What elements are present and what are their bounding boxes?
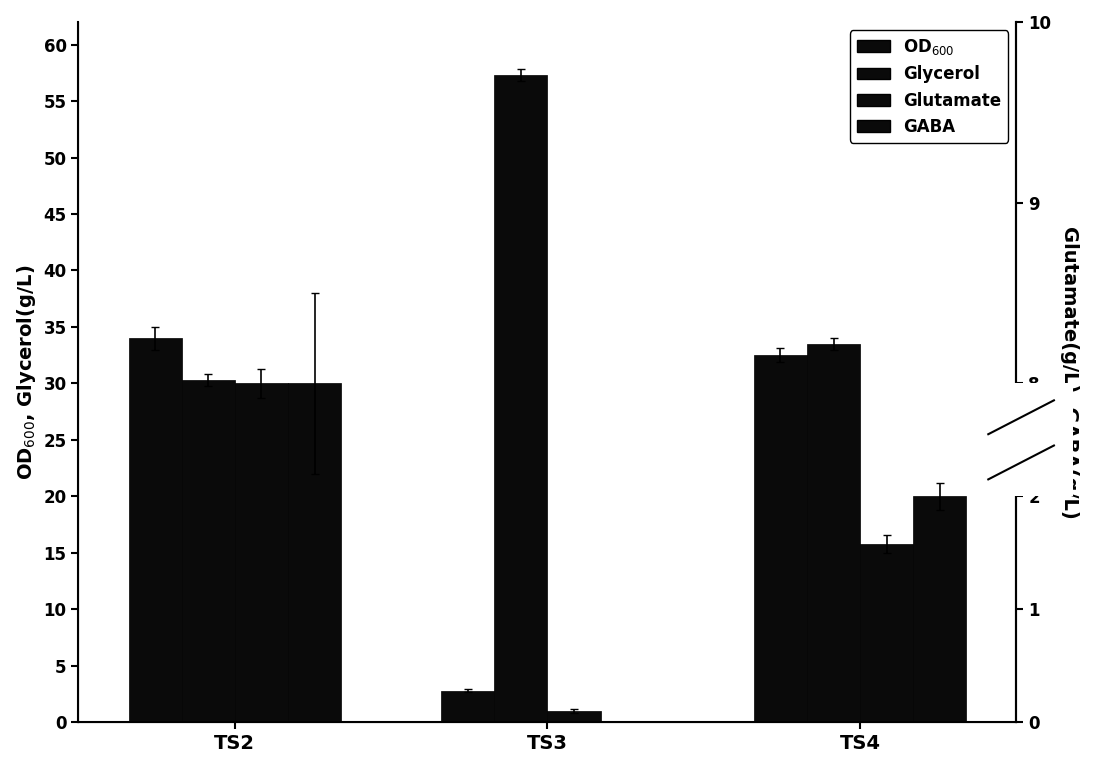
- Bar: [913, 496, 966, 722]
- Bar: [807, 344, 860, 722]
- Bar: [860, 544, 913, 722]
- Bar: [235, 383, 288, 722]
- Bar: [494, 75, 547, 722]
- Legend: OD$_{600}$, Glycerol, Glutamate, GABA: OD$_{600}$, Glycerol, Glutamate, GABA: [850, 30, 1008, 143]
- Bar: [988, 383, 1073, 496]
- Y-axis label: OD$_{600}$, Glycerol(g/L): OD$_{600}$, Glycerol(g/L): [15, 264, 38, 480]
- Bar: [128, 338, 182, 722]
- Bar: [441, 690, 494, 722]
- Bar: [182, 380, 235, 722]
- Bar: [288, 383, 341, 722]
- Bar: [547, 711, 601, 722]
- Bar: [754, 355, 807, 722]
- Y-axis label: Glutamate(g/L), GABA(g/L): Glutamate(g/L), GABA(g/L): [1060, 226, 1079, 518]
